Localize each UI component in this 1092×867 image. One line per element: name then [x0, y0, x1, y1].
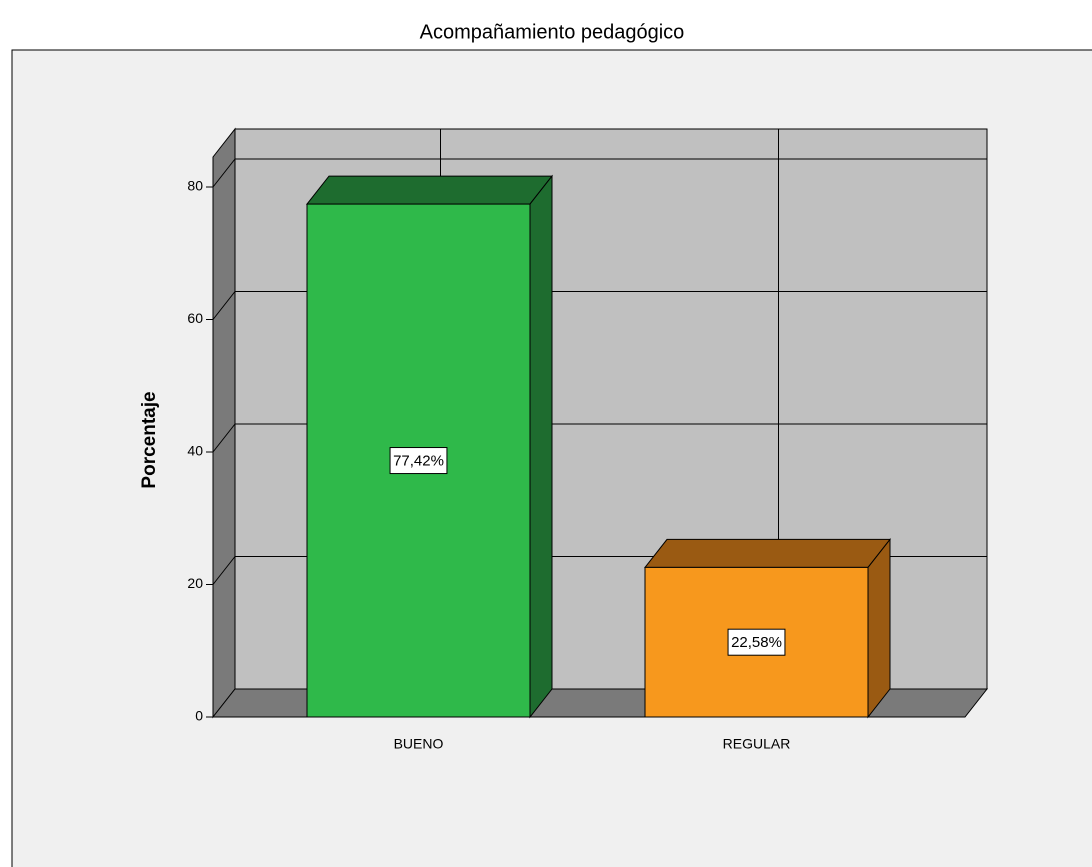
y-tick-label: 80 [187, 178, 203, 194]
value-label-box [727, 628, 786, 656]
bar-top [643, 538, 892, 568]
y-tick-label: 60 [187, 310, 203, 326]
grid-line [212, 423, 236, 453]
value-label: 22,58% [731, 634, 782, 651]
x-tick-label: REGULAR [723, 736, 791, 752]
side-wall [212, 127, 236, 719]
bar-side [529, 174, 553, 719]
y-tick-label: 20 [187, 575, 203, 591]
bar-top [305, 175, 554, 205]
y-axis-label: Porcentaje [139, 391, 160, 488]
value-label: 77,42% [393, 453, 444, 470]
grid-line [212, 158, 236, 188]
value-label-box [389, 447, 448, 475]
grid-line [212, 291, 236, 320]
y-tick-label: 0 [195, 708, 203, 724]
grid-line [212, 556, 236, 585]
y-tick-label: 40 [187, 443, 203, 459]
chart-title: Acompañamiento pedagógico [420, 21, 685, 43]
x-tick-label: BUENO [394, 736, 444, 752]
bar-side [867, 537, 891, 719]
